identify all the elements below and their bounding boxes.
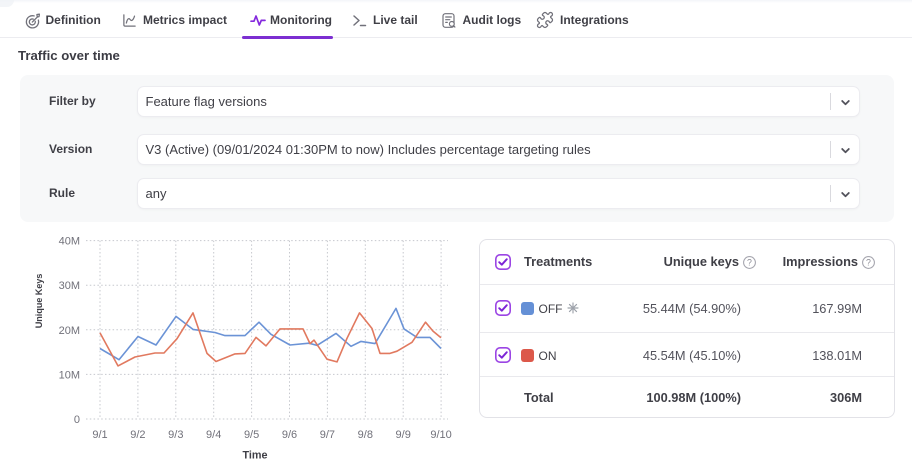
svg-text:0: 0 — [74, 414, 80, 426]
svg-text:?: ? — [747, 257, 752, 267]
svg-text:10M: 10M — [59, 369, 80, 381]
svg-text:9/6: 9/6 — [282, 429, 297, 441]
svg-text:30M: 30M — [59, 280, 80, 292]
svg-text:9/5: 9/5 — [244, 429, 259, 441]
svg-text:20M: 20M — [59, 325, 80, 337]
svg-text:9/1: 9/1 — [92, 429, 107, 441]
svg-text:9/8: 9/8 — [358, 429, 373, 441]
svg-text:?: ? — [866, 257, 871, 267]
svg-text:9/7: 9/7 — [320, 429, 335, 441]
svg-text:9/2: 9/2 — [130, 429, 145, 441]
svg-text:9/3: 9/3 — [168, 429, 183, 441]
svg-text:9/10: 9/10 — [430, 429, 451, 441]
svg-text:40M: 40M — [59, 236, 80, 248]
svg-text:9/9: 9/9 — [396, 429, 411, 441]
svg-text:9/4: 9/4 — [206, 429, 221, 441]
svg-text:Time: Time — [242, 450, 267, 462]
svg-text:Unique Keys: Unique Keys — [34, 274, 44, 329]
